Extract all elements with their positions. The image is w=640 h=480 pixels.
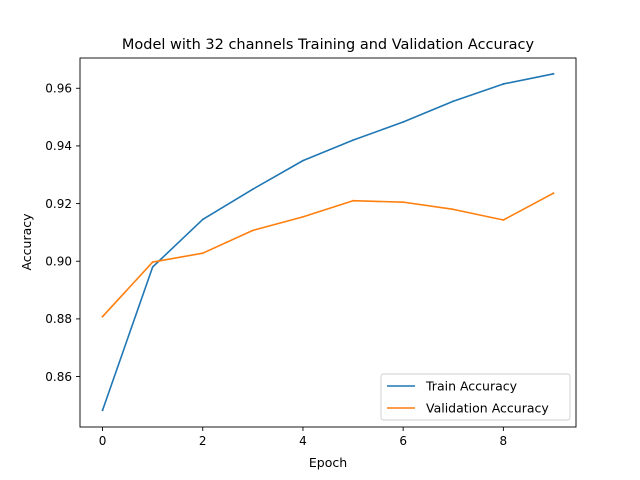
series-layer [101, 72, 555, 412]
y-tick-label: 0.90 [45, 255, 72, 269]
data-point-validation-accuracy [452, 208, 455, 211]
x-tick-label: 2 [199, 434, 207, 448]
x-axis-label: Epoch [309, 455, 347, 470]
data-point-train-accuracy [452, 100, 455, 103]
x-axis-ticks: 0 2 4 6 8 [99, 427, 507, 448]
data-point-train-accuracy [151, 266, 154, 268]
y-tick-label: 0.96 [45, 82, 72, 96]
data-point-train-accuracy [201, 218, 204, 221]
data-point-validation-accuracy [201, 252, 204, 255]
y-tick-label: 0.88 [45, 312, 72, 326]
y-tick-label: 0.86 [45, 370, 72, 384]
plot-frame [79, 57, 577, 428]
y-tick-label: 0.92 [45, 197, 72, 211]
data-point-train-accuracy [352, 139, 354, 142]
data-point-train-accuracy [101, 409, 104, 412]
legend-label-validation-accuracy: Validation Accuracy [426, 401, 549, 416]
chart-title: Model with 32 channels Training and Vali… [122, 37, 535, 53]
data-point-train-accuracy [402, 121, 405, 123]
data-point-train-accuracy [251, 188, 254, 191]
x-tick-label: 4 [299, 434, 307, 448]
data-point-validation-accuracy [101, 315, 104, 318]
y-tick-label: 0.94 [45, 139, 72, 153]
data-point-validation-accuracy [552, 192, 555, 195]
data-point-train-accuracy [552, 72, 555, 75]
data-point-train-accuracy [502, 83, 505, 85]
x-tick-label: 0 [99, 434, 107, 448]
y-axis-ticks: 0.86 0.88 0.90 0.92 0.94 0.96 [45, 82, 80, 384]
data-point-validation-accuracy [151, 261, 154, 263]
legend-label-train-accuracy: Train Accuracy [425, 379, 518, 394]
legend-frame [380, 373, 571, 421]
data-point-validation-accuracy [352, 199, 354, 202]
data-point-train-accuracy [302, 159, 304, 162]
data-point-validation-accuracy [302, 215, 304, 218]
data-point-validation-accuracy [402, 201, 405, 204]
series-line-train-accuracy [101, 72, 555, 412]
x-tick-label: 6 [399, 434, 407, 448]
y-axis-label: Accuracy [19, 213, 34, 271]
data-point-validation-accuracy [502, 219, 505, 221]
legend: Train Accuracy Validation Accuracy [380, 373, 571, 421]
x-tick-label: 8 [500, 434, 508, 448]
series-line-validation-accuracy [101, 192, 555, 318]
data-point-validation-accuracy [251, 229, 254, 232]
